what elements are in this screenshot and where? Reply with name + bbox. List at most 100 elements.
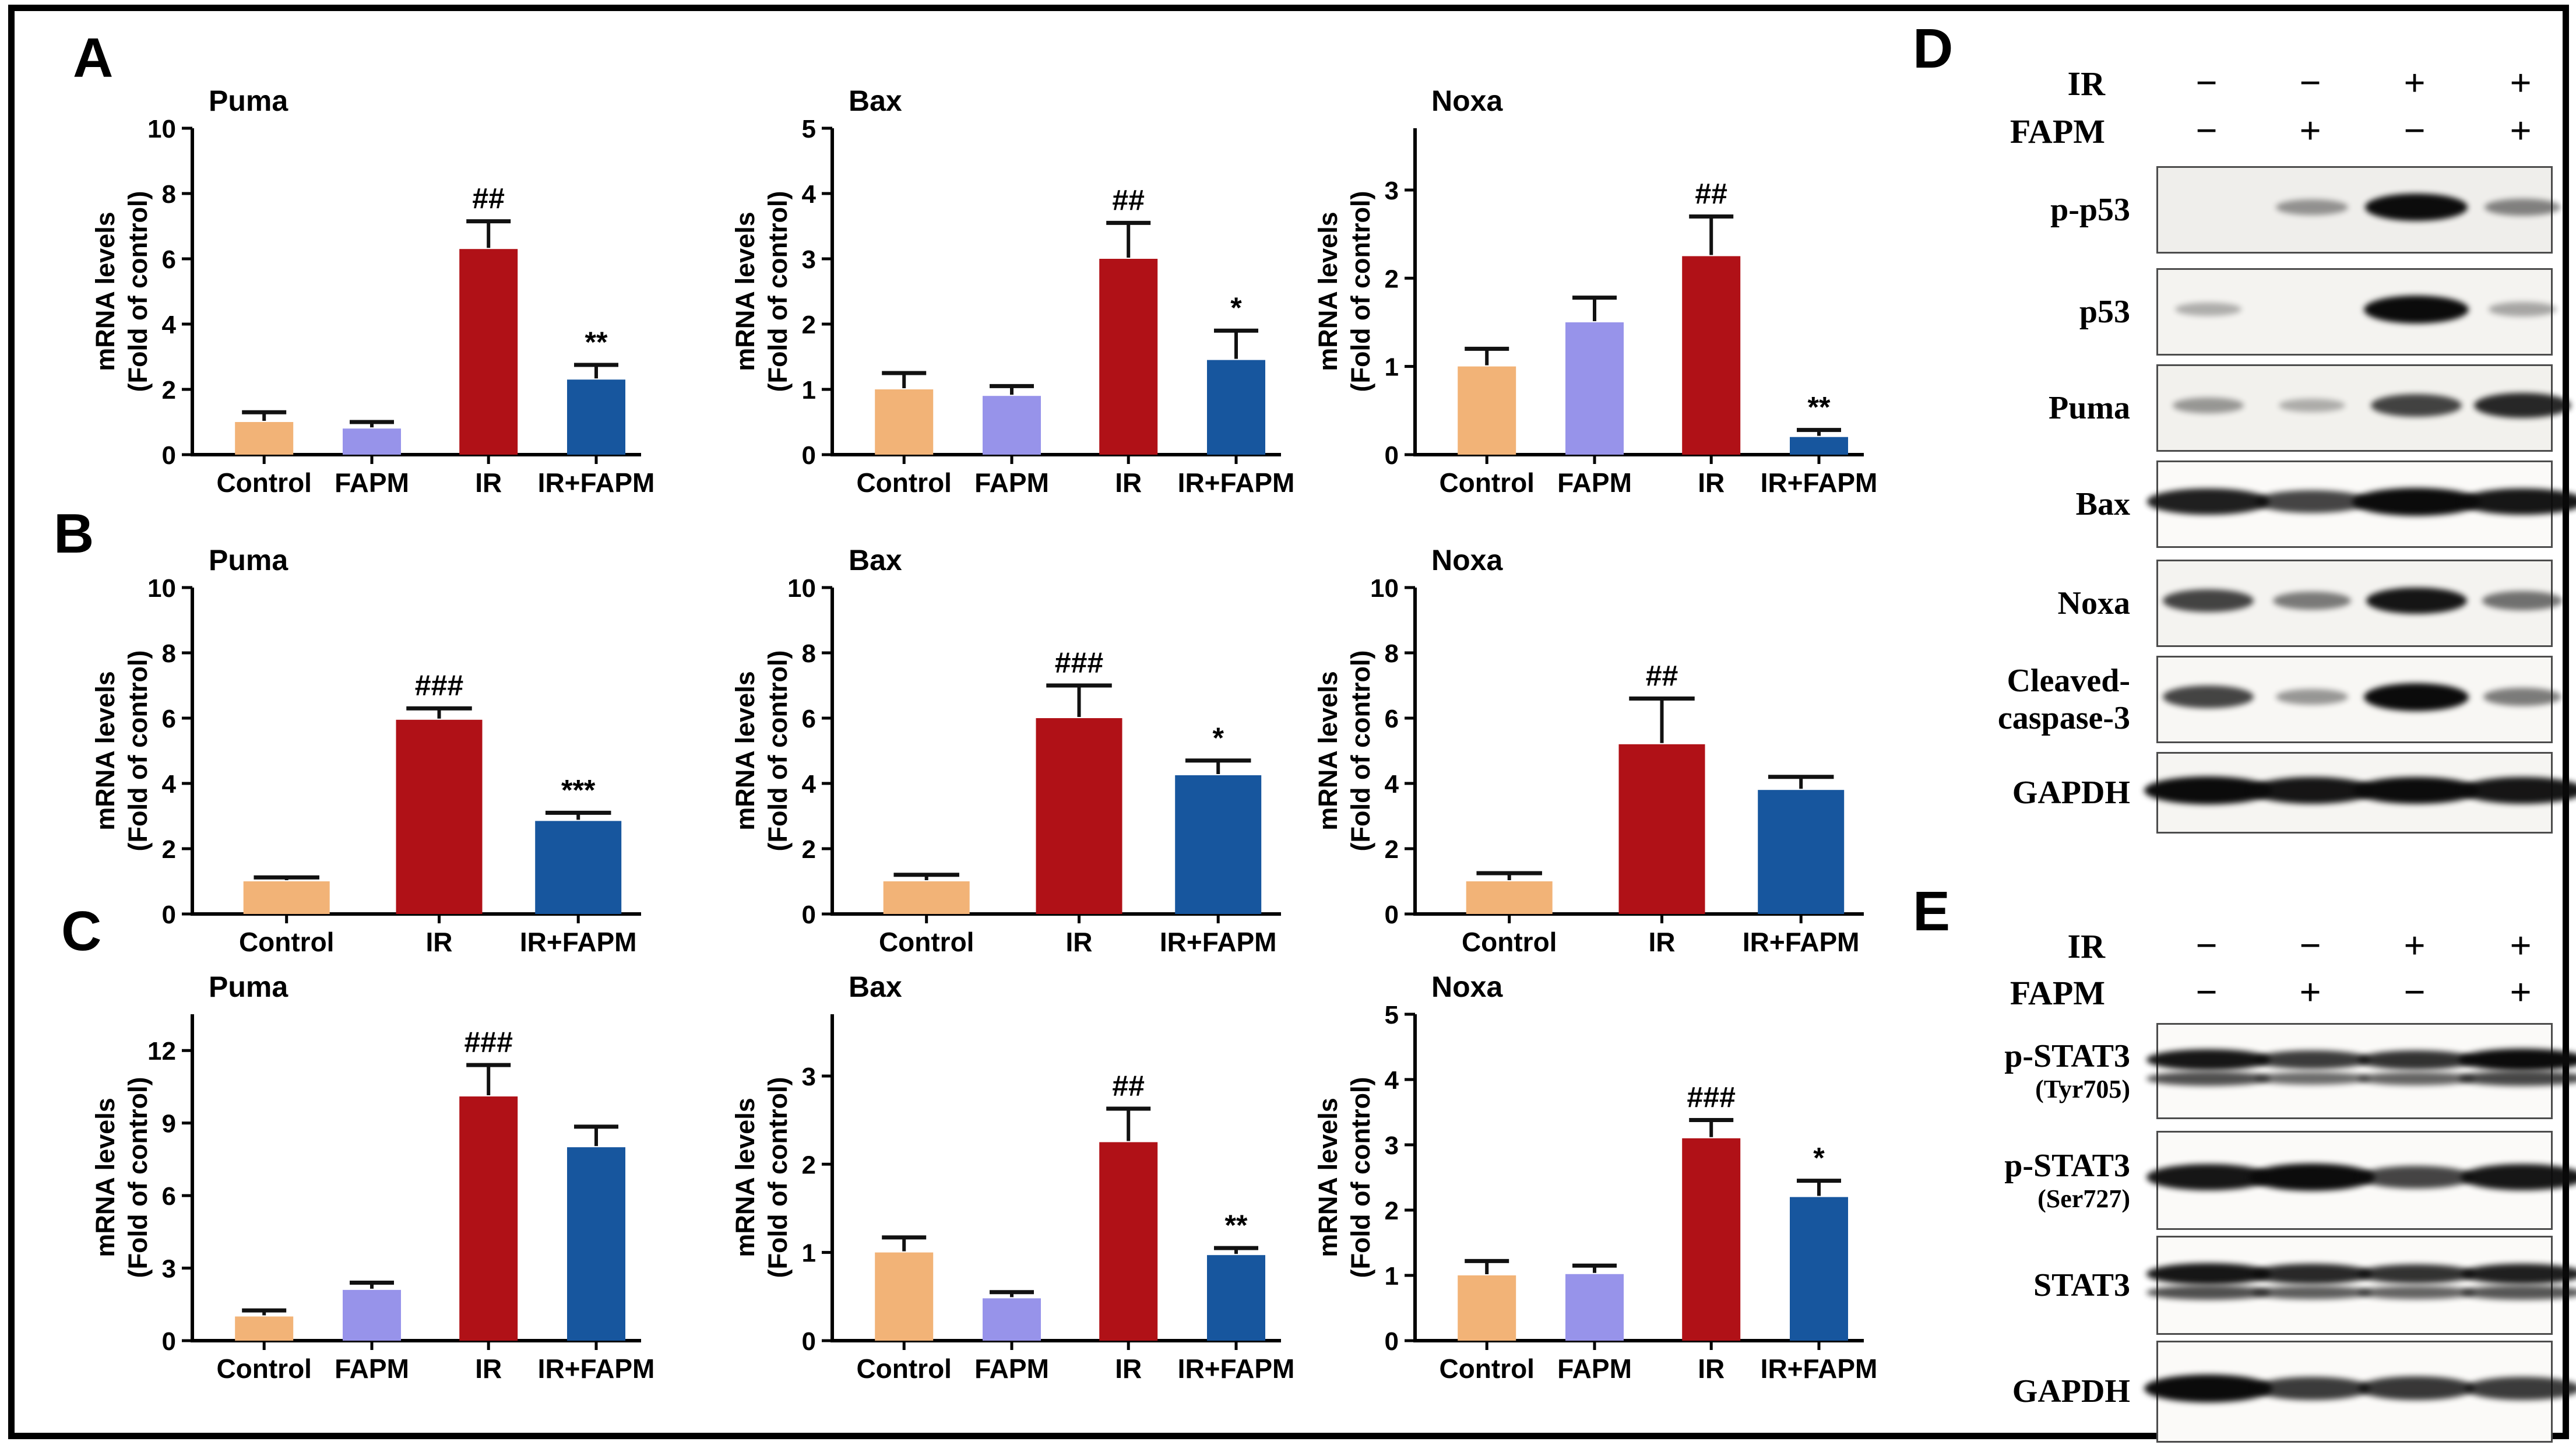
blot-protein-name: Bax bbox=[2075, 486, 2130, 522]
bar-control bbox=[243, 881, 330, 914]
panel-label-d: D bbox=[1913, 17, 1954, 80]
minus-sign: − bbox=[2403, 110, 2426, 152]
chart-c-bax: Bax mRNA levels (Fold of control) 0 1 2 3 Contr… bbox=[730, 971, 1294, 1384]
chart-c-puma: Puma mRNA levels (Fold of control) 0 3 6 9 12 Co… bbox=[90, 971, 655, 1384]
bar-ir bbox=[459, 249, 518, 455]
bar-fapm bbox=[343, 1289, 401, 1341]
protein-band bbox=[2254, 1050, 2370, 1070]
blot-label-stat3: STAT3 bbox=[1894, 1236, 2156, 1335]
chart-title: Bax bbox=[849, 85, 902, 117]
blot-protein-name: GAPDH bbox=[2012, 774, 2130, 811]
protein-band bbox=[2357, 1264, 2476, 1284]
y-axis-label-line1: mRNA levels bbox=[1313, 671, 1343, 830]
x-category-label: IR bbox=[1115, 467, 1142, 498]
y-tick-label: 2 bbox=[1385, 265, 1399, 293]
blot-protein-name: Noxa bbox=[2057, 585, 2130, 621]
y-tick-label: 0 bbox=[1385, 901, 1399, 929]
y-tick-label: 6 bbox=[162, 705, 176, 733]
bar-control bbox=[883, 881, 970, 914]
x-category-label: Control bbox=[239, 927, 335, 957]
blot-image-bax bbox=[2147, 460, 2576, 548]
treatment-row-fapm: FAPM − + − + bbox=[1894, 108, 2553, 154]
protein-band bbox=[2464, 1376, 2576, 1400]
chart-title: Puma bbox=[209, 544, 288, 576]
protein-band bbox=[2461, 1263, 2576, 1285]
protein-band bbox=[2364, 683, 2469, 711]
bar-ir+fapm bbox=[567, 1147, 625, 1341]
treatment-row-ir: IR − − + + bbox=[1894, 61, 2553, 106]
y-tick-label: 3 bbox=[1385, 1131, 1399, 1160]
y-tick-label: 10 bbox=[1370, 574, 1399, 603]
y-axis-label-line2: (Fold of control) bbox=[1346, 651, 1375, 852]
blot-protein-name-line2: (Ser727) bbox=[2037, 1184, 2130, 1213]
y-axis-label-line1: mRNA levels bbox=[730, 212, 760, 371]
blot-label-noxa: Noxa bbox=[1894, 560, 2156, 647]
bar-ir+fapm bbox=[1790, 437, 1848, 455]
blot-label-puma: Puma bbox=[1894, 364, 2156, 452]
x-category-label: IR+FAPM bbox=[538, 1353, 655, 1384]
plus-sign: + bbox=[2299, 971, 2321, 1014]
y-tick-label: 6 bbox=[162, 245, 176, 274]
minus-sign: − bbox=[2195, 110, 2218, 152]
bar-control bbox=[1458, 366, 1516, 455]
y-tick-label: 0 bbox=[162, 901, 176, 929]
y-axis-label-line1: mRNA levels bbox=[1313, 1098, 1343, 1257]
x-category-label: FAPM bbox=[335, 467, 409, 498]
significance-annotation: ## bbox=[472, 182, 505, 215]
x-category-label: FAPM bbox=[974, 1353, 1049, 1384]
significance-annotation: ### bbox=[1687, 1081, 1735, 1113]
bar-fapm bbox=[983, 1298, 1041, 1341]
significance-annotation: ## bbox=[1646, 659, 1678, 692]
y-tick-label: 0 bbox=[162, 441, 176, 470]
blot-protein-name: p-p53 bbox=[2050, 191, 2130, 228]
bar-ir bbox=[1682, 1138, 1741, 1341]
plus-sign: + bbox=[2510, 62, 2532, 104]
x-category-label: IR+FAPM bbox=[1178, 467, 1295, 498]
y-axis-label-line1: mRNA levels bbox=[90, 671, 120, 830]
chart-title: Bax bbox=[849, 544, 902, 576]
bar-ir bbox=[1036, 718, 1122, 914]
y-tick-label: 5 bbox=[802, 115, 816, 143]
treatment-signs: − + − + bbox=[2156, 108, 2553, 154]
chart-title: Noxa bbox=[1431, 971, 1503, 1003]
plus-sign: + bbox=[2510, 924, 2532, 967]
protein-band bbox=[2163, 685, 2254, 708]
blot-image-stat3 bbox=[2146, 1236, 2576, 1335]
blot-protein-name: p-STAT3 bbox=[2004, 1038, 2130, 1074]
blot-label-p-stat3: p-STAT3 (Ser727) bbox=[1894, 1131, 2156, 1230]
protein-band bbox=[2163, 589, 2254, 612]
chart-title: Noxa bbox=[1431, 85, 1503, 117]
y-axis-label-line2: (Fold of control) bbox=[1346, 1077, 1375, 1278]
plus-sign: + bbox=[2510, 971, 2532, 1014]
protein-band bbox=[2174, 302, 2242, 317]
bar-control bbox=[235, 1316, 294, 1341]
y-tick-label: 4 bbox=[802, 770, 817, 799]
blot-protein-name-line2: caspase-3 bbox=[1997, 700, 2130, 736]
bar-ir+fapm bbox=[1758, 790, 1845, 914]
y-axis-label-line2: (Fold of control) bbox=[123, 651, 153, 852]
y-tick-label: 3 bbox=[162, 1255, 176, 1284]
chart-a-puma: Puma mRNA levels (Fold of control) 0 2 4 6 8 10 C… bbox=[90, 85, 654, 498]
y-tick-label: 0 bbox=[802, 441, 816, 470]
bar-control bbox=[875, 1252, 934, 1341]
bar-ir bbox=[1618, 744, 1705, 914]
significance-annotation: * bbox=[1212, 722, 1224, 754]
protein-band bbox=[2357, 1071, 2476, 1085]
protein-band bbox=[2254, 1072, 2370, 1085]
protein-band bbox=[2458, 1071, 2576, 1087]
x-category-label: FAPM bbox=[974, 467, 1049, 498]
protein-band bbox=[2488, 302, 2557, 317]
y-tick-label: 8 bbox=[802, 639, 816, 668]
chart-b-puma: Puma mRNA levels (Fold of control) 0 2 4 6 8 10 C… bbox=[90, 544, 641, 957]
x-category-label: IR bbox=[1698, 1353, 1725, 1384]
y-tick-label: 2 bbox=[162, 376, 176, 405]
significance-annotation: ** bbox=[585, 326, 608, 358]
bar-ir+fapm bbox=[1207, 360, 1265, 455]
protein-band bbox=[2371, 394, 2462, 417]
treatment-name: IR bbox=[2067, 927, 2105, 965]
blot-protein-name: p-STAT3 bbox=[2004, 1147, 2130, 1184]
bar-ir+fapm bbox=[1790, 1197, 1848, 1341]
bar-fapm bbox=[1565, 1274, 1624, 1341]
significance-annotation: ## bbox=[1695, 177, 1727, 210]
